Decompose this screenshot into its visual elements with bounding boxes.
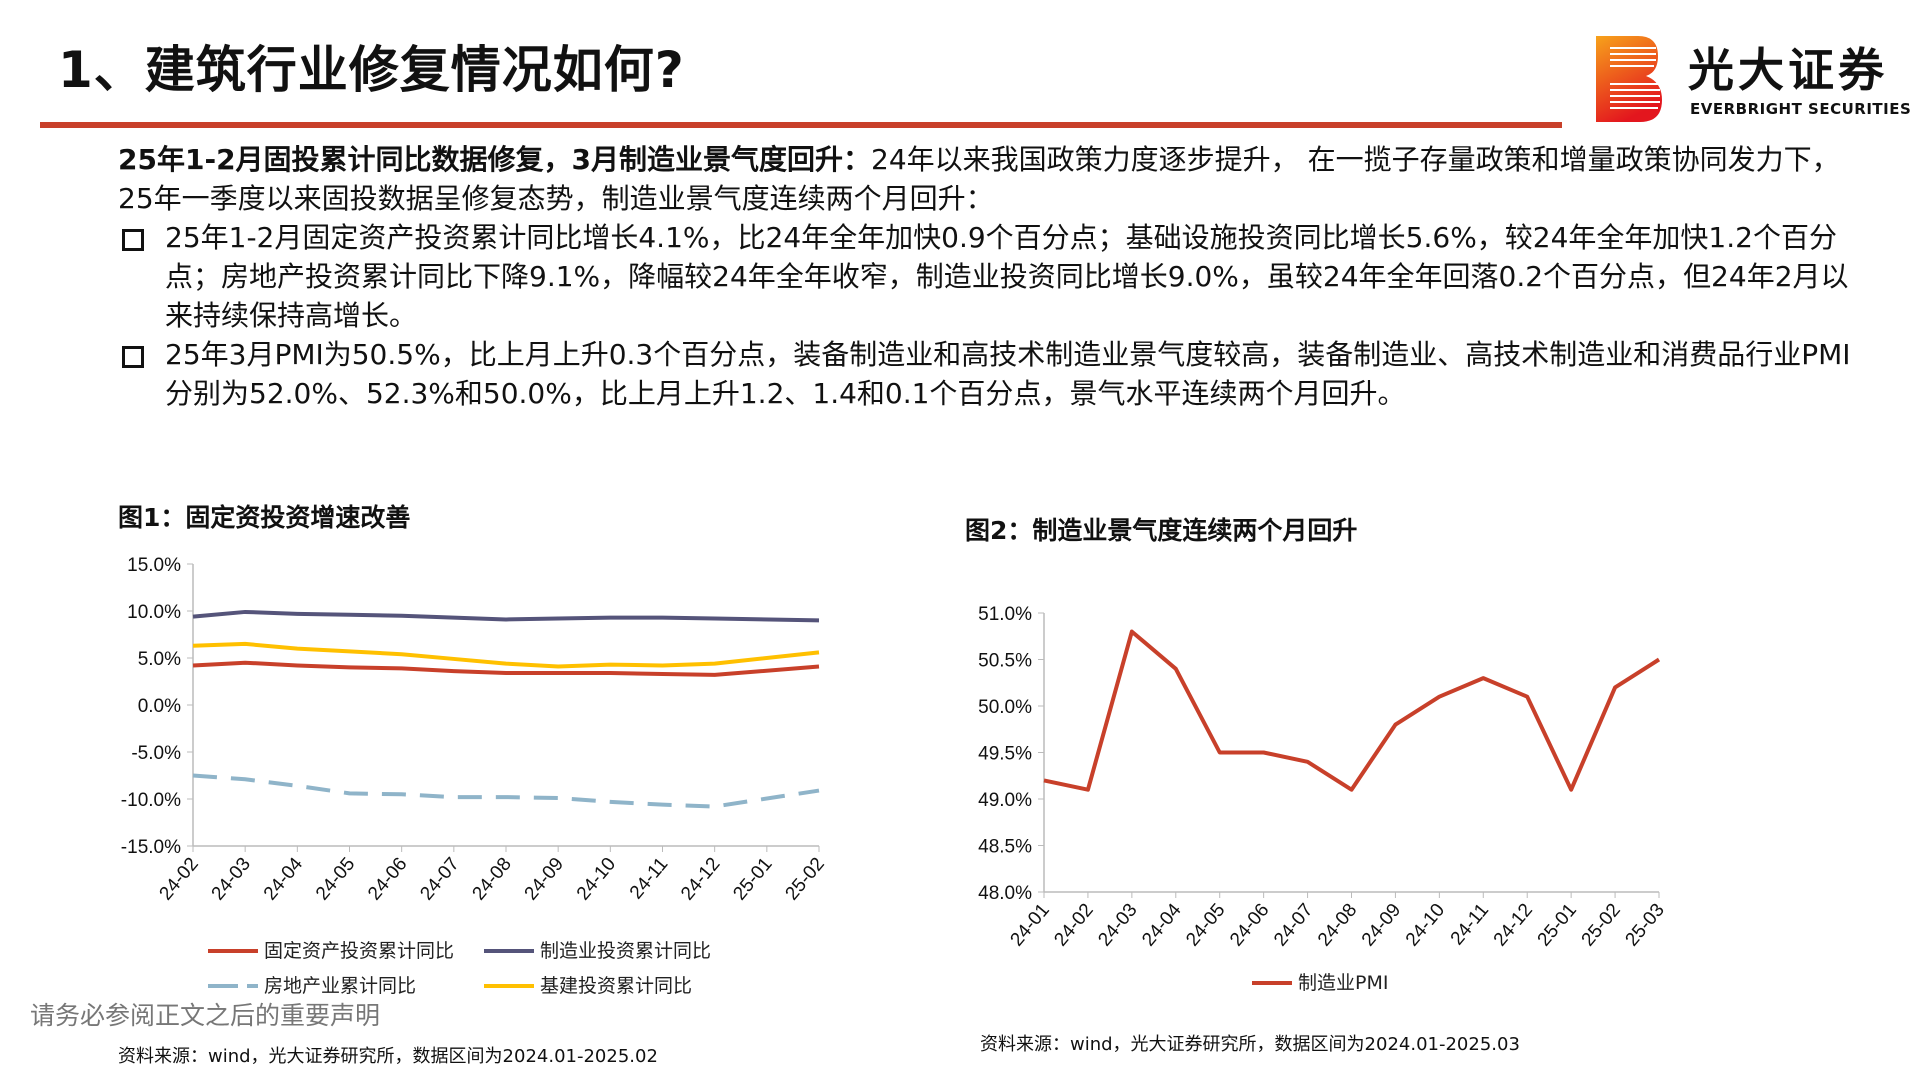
lead-text: 24年以来我国政策力度逐步提升， 在一揽子存量政策和增量政策协同发力下，25年一… <box>118 143 1840 215</box>
legend-item: 房地产业累计同比 <box>208 975 416 997</box>
x-tick-label: 24-10 <box>1402 900 1449 951</box>
legend-label: 固定资产投资累计同比 <box>264 940 455 962</box>
lead-bold: 25年1-2月固投累计同比数据修复，3月制造业景气度回升： <box>118 143 872 176</box>
y-tick-label: 48.0% <box>978 883 1032 904</box>
y-tick-label: 0.0% <box>138 696 181 717</box>
x-tick-label: 24-09 <box>1358 900 1405 951</box>
fig2-title: 图2：制造业景气度连续两个月回升 <box>965 516 1358 545</box>
x-tick-label: 24-06 <box>1226 900 1273 951</box>
series-line-1 <box>192 609 820 623</box>
x-tick-label: 24-11 <box>1447 900 1493 950</box>
x-tick-label: 24-05 <box>312 854 359 905</box>
x-tick-label: 24-02 <box>1050 900 1097 951</box>
x-tick-label: 25-01 <box>1534 900 1581 951</box>
bullet-text: 25年3月PMI为50.5%，比上月上升0.3个百分点，装备制造业和高技术制造业… <box>165 338 1851 410</box>
x-tick-label: 25-01 <box>729 854 776 905</box>
legend-swatch <box>1252 981 1292 985</box>
legend-item: 固定资产投资累计同比 <box>208 940 454 962</box>
y-tick-label: 10.0% <box>127 602 181 623</box>
y-tick-label: 5.0% <box>138 649 181 670</box>
disclaimer: 请务必参阅正文之后的重要声明 <box>30 1001 381 1030</box>
legend-label: 基建投资累计同比 <box>540 975 693 997</box>
series-line-3 <box>192 641 820 669</box>
x-tick-label: 24-01 <box>1006 900 1053 951</box>
fig1-chart: 15.0% 10.0% 5.0% 0.0% -5.0% -10.0% -15.0%24-02… <box>121 555 829 905</box>
x-tick-label: 24-09 <box>521 854 568 905</box>
x-tick-label: 24-08 <box>468 854 515 905</box>
fig1-source: 资料来源：wind，光大证券研究所，数据区间为2024.01-2025.02 <box>118 1046 658 1067</box>
square-bullet-icon <box>122 346 144 368</box>
fig2-chart: 51.0% 50.5% 50.0% 49.5% 49.0% 48.5% 48.0%24-01… <box>978 604 1669 951</box>
page-title: 1、建筑行业修复情况如何? <box>58 41 685 99</box>
x-tick-label: 24-12 <box>677 854 724 905</box>
bullet-item: 25年1-2月固定资产投资累计同比增长4.1%，比24年全年加快0.9个百分点；… <box>118 218 1858 335</box>
fig2-source: 资料来源：wind，光大证券研究所，数据区间为2024.01-2025.03 <box>980 1034 1520 1055</box>
legend-label: 房地产业累计同比 <box>264 975 417 997</box>
y-tick-label: 51.0% <box>978 604 1032 625</box>
legend-label: 制造业投资累计同比 <box>540 940 712 962</box>
legend-item: 制造业PMI <box>1252 972 1388 994</box>
x-tick-label: 24-07 <box>1270 900 1317 951</box>
bullet-item: 25年3月PMI为50.5%，比上月上升0.3个百分点，装备制造业和高技术制造业… <box>118 335 1858 413</box>
series-line-2 <box>192 773 820 809</box>
x-tick-label: 24-07 <box>416 854 463 905</box>
brand-name-cn: 光大证券 <box>1688 43 1888 97</box>
legend-swatch <box>208 949 258 953</box>
x-tick-label: 24-12 <box>1490 900 1537 951</box>
square-bullet-icon <box>122 229 144 251</box>
x-tick-label: 24-11 <box>626 854 672 904</box>
bullet-text: 25年1-2月固定资产投资累计同比增长4.1%，比24年全年加快0.9个百分点；… <box>165 221 1849 332</box>
x-tick-label: 24-04 <box>260 853 308 904</box>
x-tick-label: 24-04 <box>1138 899 1186 950</box>
legend-swatch <box>484 949 534 953</box>
lead-paragraph: 25年1-2月固投累计同比数据修复，3月制造业景气度回升：24年以来我国政策力度… <box>118 140 1858 218</box>
y-tick-label: -10.0% <box>121 790 181 811</box>
y-tick-label: 50.0% <box>978 697 1032 718</box>
x-tick-label: 24-03 <box>1094 900 1141 951</box>
legend-label: 制造业PMI <box>1298 972 1389 994</box>
x-tick-label: 25-02 <box>1578 900 1625 951</box>
y-tick-label: 49.5% <box>978 744 1032 765</box>
series-line-0 <box>192 660 820 677</box>
fig1-title: 图1：固定资投资增速改善 <box>118 503 411 532</box>
y-tick-label: 48.5% <box>978 837 1032 858</box>
legend-item: 基建投资累计同比 <box>484 975 692 997</box>
legend-item: 制造业投资累计同比 <box>484 940 711 962</box>
x-tick-label: 24-05 <box>1182 900 1229 951</box>
x-tick-label: 25-02 <box>781 854 828 905</box>
y-tick-label: -5.0% <box>131 743 181 764</box>
y-tick-label: 15.0% <box>127 555 181 576</box>
x-tick-label: 25-03 <box>1621 900 1668 951</box>
summary-text: 25年1-2月固投累计同比数据修复，3月制造业景气度回升：24年以来我国政策力度… <box>118 140 1858 413</box>
x-tick-label: 24-03 <box>208 854 255 905</box>
y-tick-label: 50.5% <box>978 651 1032 672</box>
everbright-logo-icon <box>1596 36 1662 122</box>
brand-name-en: EVERBRIGHT SECURITIES <box>1690 100 1912 118</box>
y-tick-label: 49.0% <box>978 790 1032 811</box>
x-tick-label: 24-06 <box>364 854 411 905</box>
x-tick-label: 24-10 <box>573 854 620 905</box>
title-divider <box>40 122 1562 128</box>
x-tick-label: 24-08 <box>1314 900 1361 951</box>
series-line-0 <box>1043 629 1661 792</box>
y-tick-label: -15.0% <box>121 837 181 858</box>
legend-swatch <box>208 984 258 988</box>
legend-swatch <box>484 984 534 988</box>
x-tick-label: 24-02 <box>155 854 202 905</box>
